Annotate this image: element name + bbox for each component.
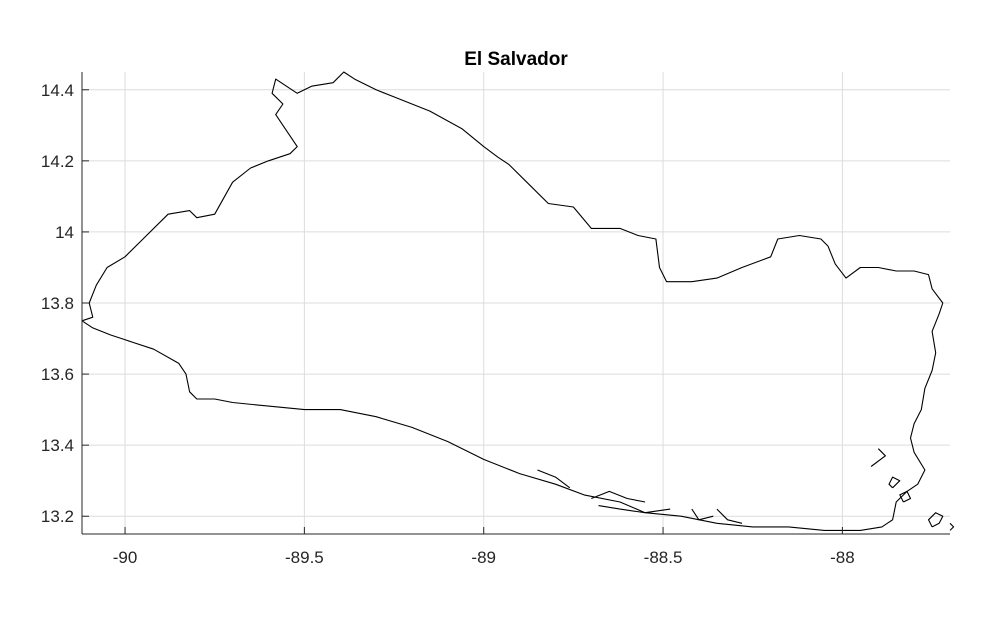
country-outline [81,71,944,531]
map-shapes [81,71,955,531]
island-outline [888,476,901,489]
x-tick-label: -88.5 [644,548,683,567]
y-tick-label: 13.8 [41,294,74,313]
grid [82,72,950,534]
island-outline [899,490,912,503]
island-outline [949,522,955,531]
x-tick-label: -89.5 [285,548,324,567]
y-tick-label: 13.4 [41,436,74,455]
axes [81,72,950,535]
y-tick-label: 13.2 [41,507,74,526]
estuary-outline [537,469,571,489]
y-tick-label: 14 [55,223,74,242]
chart-title: El Salvador [464,49,568,70]
x-tick-label: -90 [113,548,138,567]
x-tick-label: -89 [471,548,496,567]
estuary-outline [716,508,743,524]
estuary-outline [598,505,671,514]
y-tick-label: 14.2 [41,152,74,171]
island-outline [870,448,886,467]
island-outline [927,512,944,528]
estuary-outline [591,490,646,503]
y-tick-label: 13.6 [41,365,74,384]
estuary-outline [691,508,714,521]
y-tick-label: 14.4 [41,81,74,100]
x-tick-label: -88 [830,548,855,567]
tick-labels: -90 -89.5 -89 -88.5 -88 13.2 13.4 13.6 13.8 14 14.… [41,81,855,567]
